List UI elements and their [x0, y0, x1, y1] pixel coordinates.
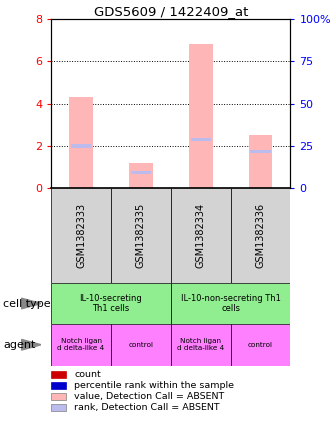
Bar	[171, 283, 290, 324]
Bar	[190, 138, 211, 141]
Bar	[231, 324, 290, 366]
Text: cell type: cell type	[3, 299, 51, 308]
Text: Notch ligan
d delta-like 4: Notch ligan d delta-like 4	[57, 338, 105, 351]
Title: GDS5609 / 1422409_at: GDS5609 / 1422409_at	[94, 5, 248, 18]
Bar	[189, 44, 213, 188]
Bar	[51, 188, 111, 283]
Text: IL-10-secreting
Th1 cells: IL-10-secreting Th1 cells	[80, 294, 142, 313]
Text: GSM1382334: GSM1382334	[196, 203, 206, 268]
Text: rank, Detection Call = ABSENT: rank, Detection Call = ABSENT	[74, 403, 220, 412]
Bar	[71, 144, 91, 148]
Bar	[111, 188, 171, 283]
Text: percentile rank within the sample: percentile rank within the sample	[74, 381, 234, 390]
Polygon shape	[21, 298, 41, 309]
Bar	[231, 188, 290, 283]
Bar	[131, 171, 151, 174]
Text: value, Detection Call = ABSENT: value, Detection Call = ABSENT	[74, 392, 224, 401]
Bar	[250, 150, 271, 153]
Text: control: control	[128, 342, 153, 348]
Text: agent: agent	[3, 340, 36, 350]
Bar	[111, 324, 171, 366]
Text: IL-10-non-secreting Th1
cells: IL-10-non-secreting Th1 cells	[181, 294, 280, 313]
Polygon shape	[21, 339, 41, 350]
Bar	[51, 283, 171, 324]
Bar	[248, 135, 273, 188]
Text: GSM1382335: GSM1382335	[136, 203, 146, 269]
Text: count: count	[74, 370, 101, 379]
Bar	[171, 324, 231, 366]
Bar	[69, 97, 93, 188]
Text: GSM1382336: GSM1382336	[255, 203, 266, 268]
Bar	[51, 324, 111, 366]
Text: Notch ligan
d delta-like 4: Notch ligan d delta-like 4	[177, 338, 224, 351]
Bar	[171, 188, 231, 283]
Text: control: control	[248, 342, 273, 348]
Text: GSM1382333: GSM1382333	[76, 203, 86, 268]
Bar	[129, 163, 153, 188]
